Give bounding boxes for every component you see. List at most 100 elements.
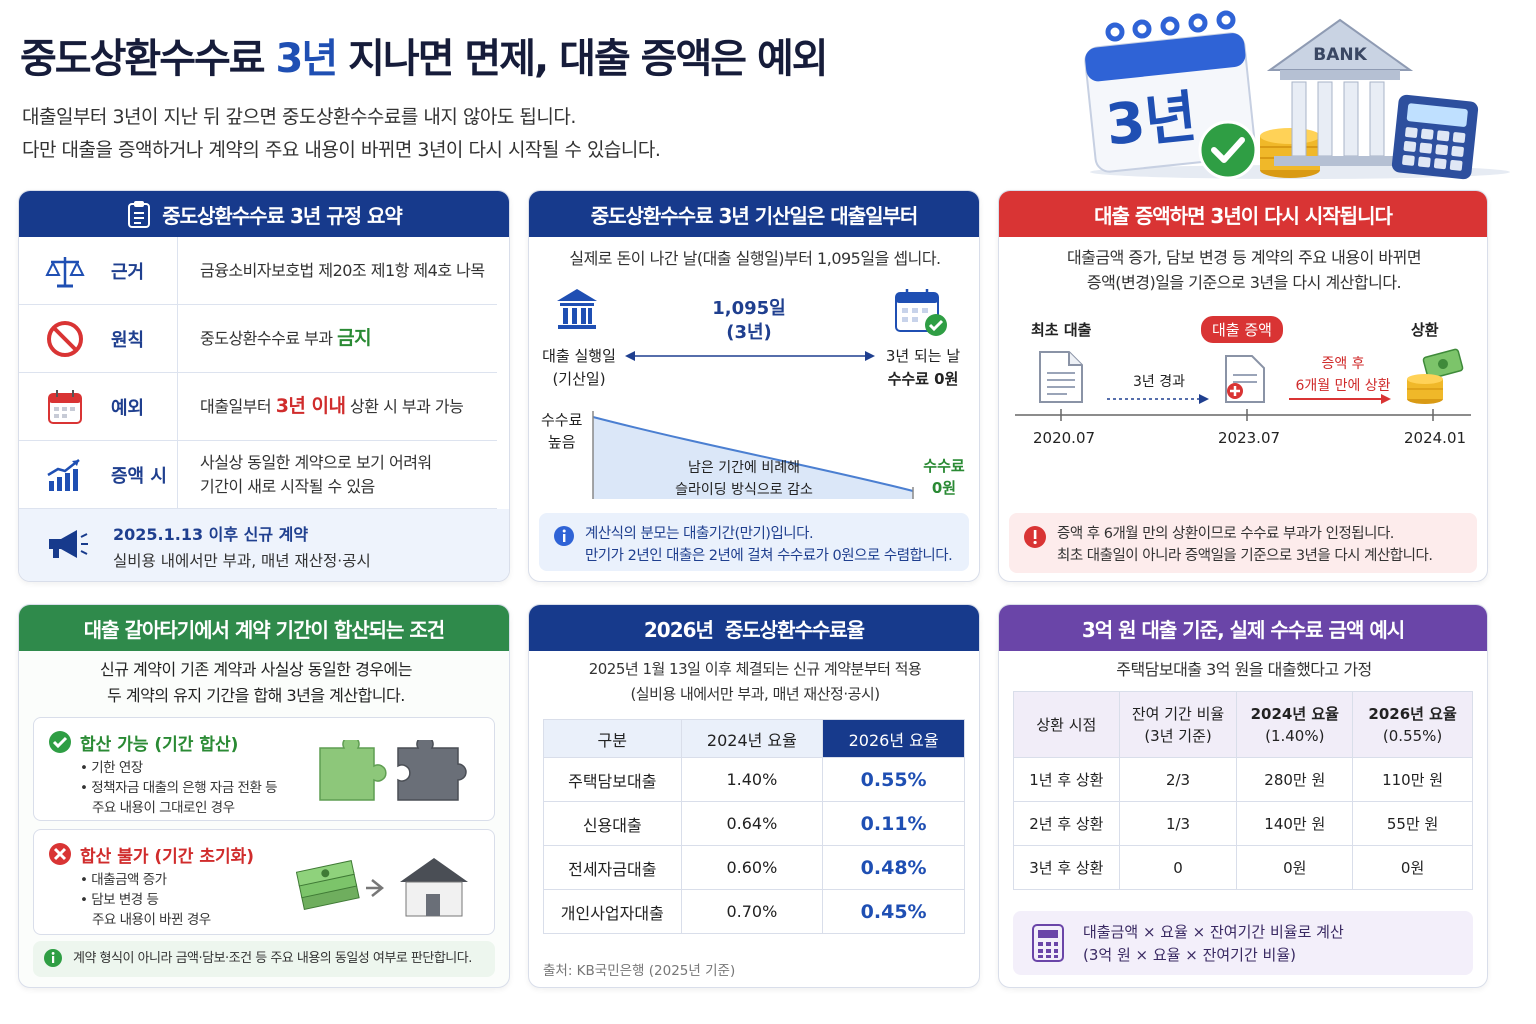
card-rates: 2026년 중도상환수수료율 2025년 1월 13일 이후 체결되는 신규 계…: [528, 604, 980, 988]
rates-intro: 2025년 1월 13일 이후 체결되는 신규 계약분부터 적용 (실비용 내에서…: [588, 660, 922, 703]
rule-row-basis: 근거 금융소비자보호법 제20조 제1항 제4호 나목: [19, 237, 497, 305]
card-increase-header: 대출 증액하면 3년이 다시 시작됩니다: [999, 191, 1487, 237]
notice-title: 2025.1.13 이후 신규 계약: [113, 525, 309, 544]
fee-example-table: 상환 시점 잔여 기간 비율 (3년 기준) 2024년 요율 (1.40%) 20…: [1013, 691, 1473, 890]
page-subtitle-1: 대출일부터 3년이 지난 뒤 갚으면 중도상환수수료를 내지 않아도 됩니다.: [22, 106, 576, 128]
bank-building-icon: [1266, 18, 1414, 166]
date-increase: 2023.07: [1218, 429, 1281, 447]
rule-label-basis: 근거: [111, 261, 145, 283]
megaphone-icon: [49, 530, 88, 558]
bank-icon: [557, 289, 597, 329]
fee-col-2024: 2024년 요율 (1.40%): [1236, 691, 1354, 758]
stage-initial-loan: 최초 대출: [1031, 321, 1092, 339]
money-to-house-icon: [296, 858, 468, 917]
rule-label-increase: 증액 시: [111, 465, 167, 487]
header-illustration: 3년 BANK: [1084, 10, 1510, 180]
card-rates-header: 2026년 중도상환수수료율: [529, 605, 979, 651]
table-row: 주택담보대출 1.40% 0.55%: [543, 757, 965, 802]
card-rule-summary-title: 중도상환수수료 3년 규정 요약: [162, 203, 403, 228]
card-rule-summary: 중도상환수수료 3년 규정 요약 근거 금융소비자보호법 제20조 제1항 제4…: [18, 190, 510, 582]
table-row: 1년 후 상환 2/3 280만 원 110만 원: [1013, 757, 1473, 802]
coins-icon: [1260, 128, 1320, 178]
rates-col-category: 구분: [543, 719, 682, 758]
start-right-label: 3년 되는 날 수수료 0원: [885, 347, 961, 388]
rates-col-2026: 2026년 요율: [822, 719, 965, 758]
fee-decline-curve: [592, 411, 914, 499]
money-coins-icon: [1407, 348, 1464, 404]
card-increase: 대출 증액하면 3년이 다시 시작됩니다 대출금액 증가, 담보 변경 등 계약…: [998, 190, 1488, 582]
x-circle-icon: [49, 843, 71, 865]
calculator-icon: [1032, 924, 1064, 962]
arrow-6m-label: 증액 후 6개월 만에 상환: [1295, 356, 1391, 394]
fee-col-2026: 2026년 요율 (0.55%): [1352, 691, 1473, 758]
table-row: 2년 후 상환 1/3 140만 원 55만 원: [1013, 801, 1473, 846]
card-start-date-header: 중도상환수수료 3년 기산일은 대출일부터: [529, 191, 979, 237]
card-merge: 대출 갈아타기에서 계약 기간이 합산되는 조건 신규 계약이 기존 계약과 사…: [18, 604, 510, 988]
card-fee-example-header: 3억 원 대출 기준, 실제 수수료 금액 예시: [999, 605, 1487, 651]
rates-table: 구분 2024년 요율 2026년 요율 주택담보대출 1.40% 0.55% 신용…: [543, 719, 965, 934]
card-start-date: 중도상환수수료 3년 기산일은 대출일부터 실제로 돈이 나간 날(대출 실행일…: [528, 190, 980, 582]
card-rates-title: 2026년 중도상환수수료율: [643, 617, 865, 642]
start-info-box: 계산식의 분모는 대출기간(만기)입니다. 만기가 2년인 대출은 2년에 걸쳐 …: [539, 513, 969, 571]
check-circle-icon: [49, 731, 71, 753]
calendar-check-icon: [895, 289, 947, 336]
bank-sign-text: BANK: [1313, 45, 1367, 65]
checkmark-badge-icon: [1198, 120, 1258, 180]
card-increase-title: 대출 증액하면 3년이 다시 시작됩니다: [1094, 203, 1393, 228]
red-arrow: [1289, 394, 1391, 404]
date-initial: 2020.07: [1033, 429, 1096, 447]
stage-increase-badge: 대출 증액: [1201, 316, 1283, 343]
increase-warning-box: 증액 후 6개월 만의 상환이므로 수수료 부과가 인정됩니다. 최초 대출일이 …: [1009, 513, 1477, 573]
fee-formula-text: 대출금액 × 요율 × 잔여기간 비율로 계산 (3억 원 × 요율 × 잔여기간…: [1083, 923, 1344, 964]
card-start-date-title: 중도상환수수료 3년 기산일은 대출일부터: [590, 203, 919, 228]
rule-row-increase: 증액 시 사실상 동일한 계약으로 보기 어려워 기간이 새로 시작될 수 있음: [19, 441, 497, 509]
merge-note-box: 계약 형식이 아니라 금액·담보·조건 등 주요 내용의 동일성 여부로 판단합…: [33, 941, 495, 977]
merge-intro: 신규 계약이 기존 계약과 사실상 동일한 경우에는 두 계약의 유지 기간을 합…: [100, 660, 412, 705]
rule-row-principle: 원칙 중도상환수수료 부과 금지: [19, 305, 497, 373]
rule-label-principle: 원칙: [111, 329, 145, 351]
puzzle-pieces-icon: [319, 740, 467, 801]
calendar-3y-text: 3년: [1103, 84, 1200, 158]
rates-source: 출처: KB국민은행 (2025년 기준): [543, 963, 736, 979]
prohibited-icon: [47, 320, 83, 357]
merge-ok-list: • 기한 연장 • 정책자금 대출의 은행 자금 전환 등 주요 내용이 그대로인…: [80, 760, 278, 816]
chart-up-icon: [47, 458, 80, 491]
timeline-axis: [1015, 409, 1471, 421]
clipboard-icon: [128, 201, 151, 228]
scales-icon: [45, 256, 85, 287]
arrow-3y-label: 3년 경과: [1133, 374, 1185, 390]
calendar-icon: [48, 389, 82, 424]
fee-example-intro: 주택담보대출 3억 원을 대출했다고 가정: [1116, 660, 1372, 679]
card-fee-example-title: 3억 원 대출 기준, 실제 수수료 금액 예시: [1081, 617, 1405, 642]
card-merge-title: 대출 갈아타기에서 계약 기간이 합산되는 조건: [83, 617, 445, 642]
warning-icon: [1024, 526, 1046, 548]
increase-intro: 대출금액 증가, 담보 변경 등 계약의 주요 내용이 바뀌면 증액(변경)일을 …: [1066, 248, 1422, 292]
table-row: 신용대출 0.64% 0.11%: [543, 801, 965, 846]
rule-row-exception: 예외 대출일부터 3년 이내 상환 시 부과 가능: [19, 373, 497, 441]
curve-high-label: 수수료 높음: [541, 411, 583, 451]
duration-arrow: [625, 351, 875, 361]
curve-mid-label: 남은 기간에 비례해 슬라이딩 방식으로 감소: [675, 460, 813, 498]
date-repay: 2024.01: [1404, 429, 1467, 447]
merge-no-list: • 대출금액 증가 • 담보 변경 등 주요 내용이 바뀐 경우: [80, 872, 211, 928]
fee-col-ratio: 잔여 기간 비율 (3년 기준): [1118, 691, 1238, 758]
merge-ok-box: 합산 가능 (기간 합산) • 기한 연장 • 정책자금 대출의 은행 자금 전환…: [33, 717, 495, 821]
merge-ok-title: 합산 가능 (기간 합산): [80, 735, 239, 755]
start-left-label: 대출 실행일 (기산일): [542, 347, 616, 388]
fee-col-timing: 상환 시점: [1013, 691, 1120, 758]
merge-no-box: 합산 불가 (기간 초기화) • 대출금액 증가 • 담보 변경 등 주요 내용이…: [33, 829, 495, 935]
dotted-arrow: [1107, 394, 1209, 404]
stage-repay: 상환: [1411, 321, 1439, 339]
curve-low-label: 수수료 0원: [923, 457, 965, 497]
notice-box: 2025.1.13 이후 신규 계약 실비용 내에서만 부과, 매년 재산정·공…: [19, 509, 509, 581]
card-fee-example: 3억 원 대출 기준, 실제 수수료 금액 예시 주택담보대출 3억 원을 대출…: [998, 604, 1488, 988]
table-row: 개인사업자대출 0.70% 0.45%: [543, 889, 965, 934]
fee-formula-box: 대출금액 × 요율 × 잔여기간 비율로 계산 (3억 원 × 요율 × 잔여기간…: [1013, 911, 1473, 975]
start-intro: 실제로 돈이 나간 날(대출 실행일)부터 1,095일을 셉니다.: [569, 249, 941, 268]
page-title: 중도상환수수료 3년 지나면 면제, 대출 증액은 예외: [20, 36, 829, 82]
table-row: 3년 후 상환 0 0원 0원: [1013, 845, 1473, 890]
rule-text-principle: 중도상환수수료 부과 금지: [200, 327, 372, 349]
page-subtitle-2: 다만 대출을 증액하거나 계약의 주요 내용이 바뀌면 3년이 다시 시작될 수…: [22, 139, 661, 161]
rule-text-increase: 사실상 동일한 계약으로 보기 어려워 기간이 새로 시작될 수 있음: [200, 452, 432, 496]
start-center-label: 1,095일 (3년): [712, 298, 786, 343]
